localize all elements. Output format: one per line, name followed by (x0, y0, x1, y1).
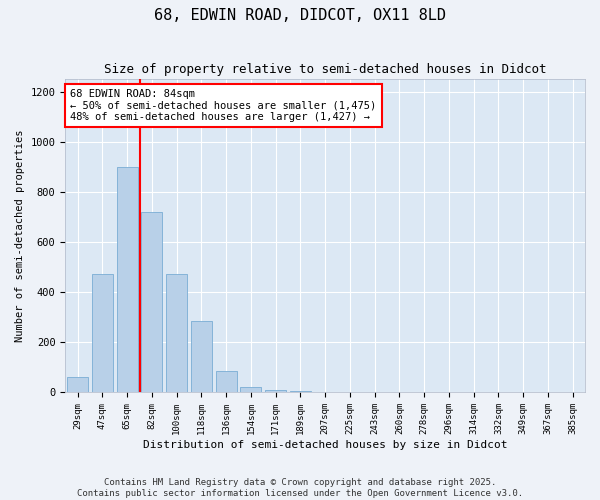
X-axis label: Distribution of semi-detached houses by size in Didcot: Distribution of semi-detached houses by … (143, 440, 508, 450)
Text: Contains HM Land Registry data © Crown copyright and database right 2025.
Contai: Contains HM Land Registry data © Crown c… (77, 478, 523, 498)
Bar (166, 274, 187, 392)
Title: Size of property relative to semi-detached houses in Didcot: Size of property relative to semi-detach… (104, 62, 547, 76)
Bar (290, 391, 311, 392)
Bar (67, 378, 88, 392)
Bar (215, 371, 236, 392)
Bar (191, 321, 212, 392)
Bar (116, 167, 137, 392)
Text: 68, EDWIN ROAD, DIDCOT, OX11 8LD: 68, EDWIN ROAD, DIDCOT, OX11 8LD (154, 8, 446, 22)
Text: 68 EDWIN ROAD: 84sqm
← 50% of semi-detached houses are smaller (1,475)
48% of se: 68 EDWIN ROAD: 84sqm ← 50% of semi-detac… (70, 89, 377, 122)
Bar (265, 390, 286, 392)
Bar (142, 212, 163, 392)
Bar (92, 274, 113, 392)
Y-axis label: Number of semi-detached properties: Number of semi-detached properties (15, 130, 25, 342)
Bar (241, 388, 262, 392)
